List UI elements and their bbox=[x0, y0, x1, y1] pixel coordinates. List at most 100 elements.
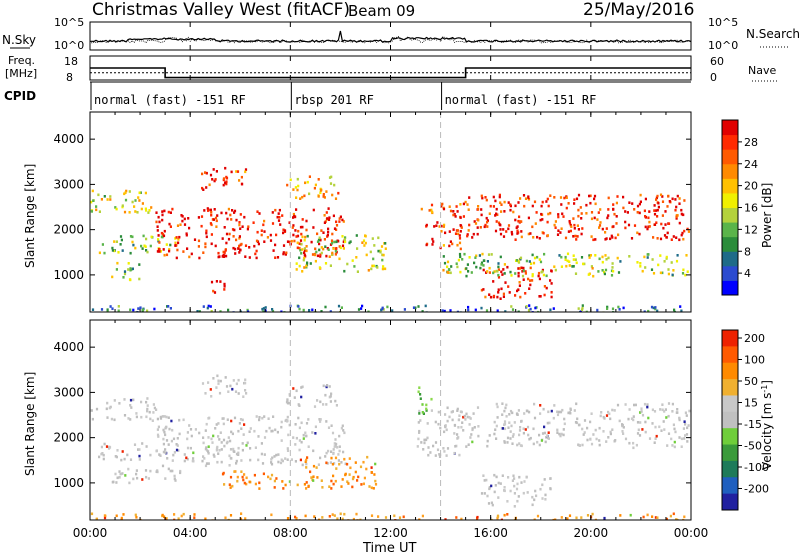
velocity-cell bbox=[307, 484, 310, 488]
velocity-cell bbox=[505, 415, 508, 418]
power-cell bbox=[138, 263, 141, 266]
power-cell bbox=[612, 208, 615, 211]
velocity-cell bbox=[556, 431, 559, 434]
velocity-cell bbox=[319, 400, 322, 404]
power-cell bbox=[607, 208, 610, 211]
power-cell bbox=[573, 223, 576, 227]
power-cell bbox=[317, 195, 320, 198]
power-cell bbox=[290, 239, 293, 243]
power-cell bbox=[459, 230, 462, 233]
velocity-cell bbox=[124, 474, 127, 477]
power-cell bbox=[659, 193, 663, 197]
power-ylabel: Slant Range [km] bbox=[23, 164, 37, 268]
power-cell bbox=[682, 213, 685, 217]
y-tick-label: 3000 bbox=[53, 385, 84, 399]
power-cell bbox=[615, 222, 618, 225]
velocity-cell bbox=[476, 515, 479, 519]
power-cell bbox=[628, 255, 631, 258]
velocity-cell bbox=[127, 417, 130, 420]
power-cell bbox=[533, 256, 537, 260]
power-cell bbox=[230, 170, 233, 174]
velocity-cell bbox=[191, 459, 194, 463]
velocity-cell bbox=[501, 413, 504, 416]
power-cell bbox=[479, 226, 482, 229]
velocity-cell bbox=[434, 441, 438, 444]
power-cell bbox=[90, 210, 93, 213]
power-cell bbox=[657, 263, 660, 267]
power-cell bbox=[503, 263, 506, 266]
velocity-cell bbox=[622, 432, 625, 435]
nave-tick-top: 60 bbox=[710, 55, 724, 68]
power-cell bbox=[596, 308, 599, 312]
power-cell bbox=[462, 215, 465, 218]
velocity-cell bbox=[275, 453, 278, 457]
velocity-cell bbox=[522, 431, 525, 435]
freq-panel: Freq. [MHz] 18 8 60 0 Nave bbox=[5, 54, 778, 84]
velocity-cell bbox=[329, 461, 332, 464]
power-cell bbox=[647, 216, 650, 220]
power-cell bbox=[283, 229, 287, 232]
power-cell bbox=[109, 198, 112, 201]
power-cell bbox=[527, 232, 530, 236]
power-cell bbox=[509, 270, 512, 274]
power-cell bbox=[587, 273, 590, 276]
y-tick-label: 1000 bbox=[53, 476, 84, 490]
velocity-cell bbox=[301, 385, 304, 389]
power-cell bbox=[477, 218, 480, 222]
power-cell bbox=[281, 214, 284, 217]
velocity-cell bbox=[531, 495, 534, 499]
power-cell bbox=[205, 231, 208, 235]
velocity-cell bbox=[582, 433, 585, 436]
power-cell bbox=[412, 306, 416, 309]
velocity-cell bbox=[533, 518, 536, 520]
velocity-cell bbox=[211, 441, 214, 444]
power-cell bbox=[616, 195, 619, 198]
power-cell bbox=[295, 262, 298, 265]
velocity-cell bbox=[594, 428, 597, 432]
power-cell bbox=[517, 310, 520, 312]
velocity-cell bbox=[543, 478, 546, 481]
velocity-cell bbox=[586, 514, 590, 517]
velocity-cell bbox=[307, 445, 310, 448]
velocity-cell bbox=[114, 472, 117, 476]
velocity-cell bbox=[418, 429, 421, 433]
power-cell bbox=[381, 253, 384, 257]
velocity-cell bbox=[499, 482, 502, 485]
power-cell bbox=[167, 210, 170, 214]
power-cell bbox=[449, 271, 452, 275]
power-cell bbox=[338, 257, 341, 261]
power-cell bbox=[162, 234, 166, 238]
power-cell bbox=[538, 237, 541, 240]
power-cell bbox=[380, 308, 383, 312]
power-cell bbox=[147, 211, 150, 214]
power-cell bbox=[127, 268, 130, 271]
power-cell bbox=[488, 293, 491, 296]
velocity-cell bbox=[190, 434, 193, 438]
velocity-cell bbox=[186, 446, 190, 450]
power-cell bbox=[381, 258, 384, 262]
power-cell bbox=[344, 240, 347, 244]
power-cell bbox=[546, 234, 549, 237]
velocity-cell bbox=[235, 462, 238, 465]
power-cell bbox=[181, 215, 184, 218]
nave-label: Nave bbox=[748, 64, 776, 77]
power-cell bbox=[665, 255, 668, 259]
y-tick-label: 2000 bbox=[53, 223, 84, 237]
power-cell bbox=[622, 206, 625, 210]
power-cell bbox=[477, 208, 480, 211]
velocity-cell bbox=[162, 450, 165, 454]
power-cell bbox=[157, 238, 160, 241]
power-cell bbox=[319, 191, 322, 194]
power-cell bbox=[667, 195, 670, 198]
power-cell bbox=[480, 261, 484, 265]
power-cell bbox=[659, 254, 662, 257]
velocity-cell bbox=[126, 453, 129, 457]
power-cell bbox=[633, 208, 636, 211]
velocity-cell bbox=[468, 416, 471, 419]
power-cell bbox=[95, 208, 98, 212]
velocity-cell bbox=[280, 458, 283, 462]
power-cell bbox=[311, 253, 315, 256]
velocity-cell bbox=[108, 406, 111, 410]
noise-tick-bottom-left: 10^0 bbox=[54, 39, 84, 52]
